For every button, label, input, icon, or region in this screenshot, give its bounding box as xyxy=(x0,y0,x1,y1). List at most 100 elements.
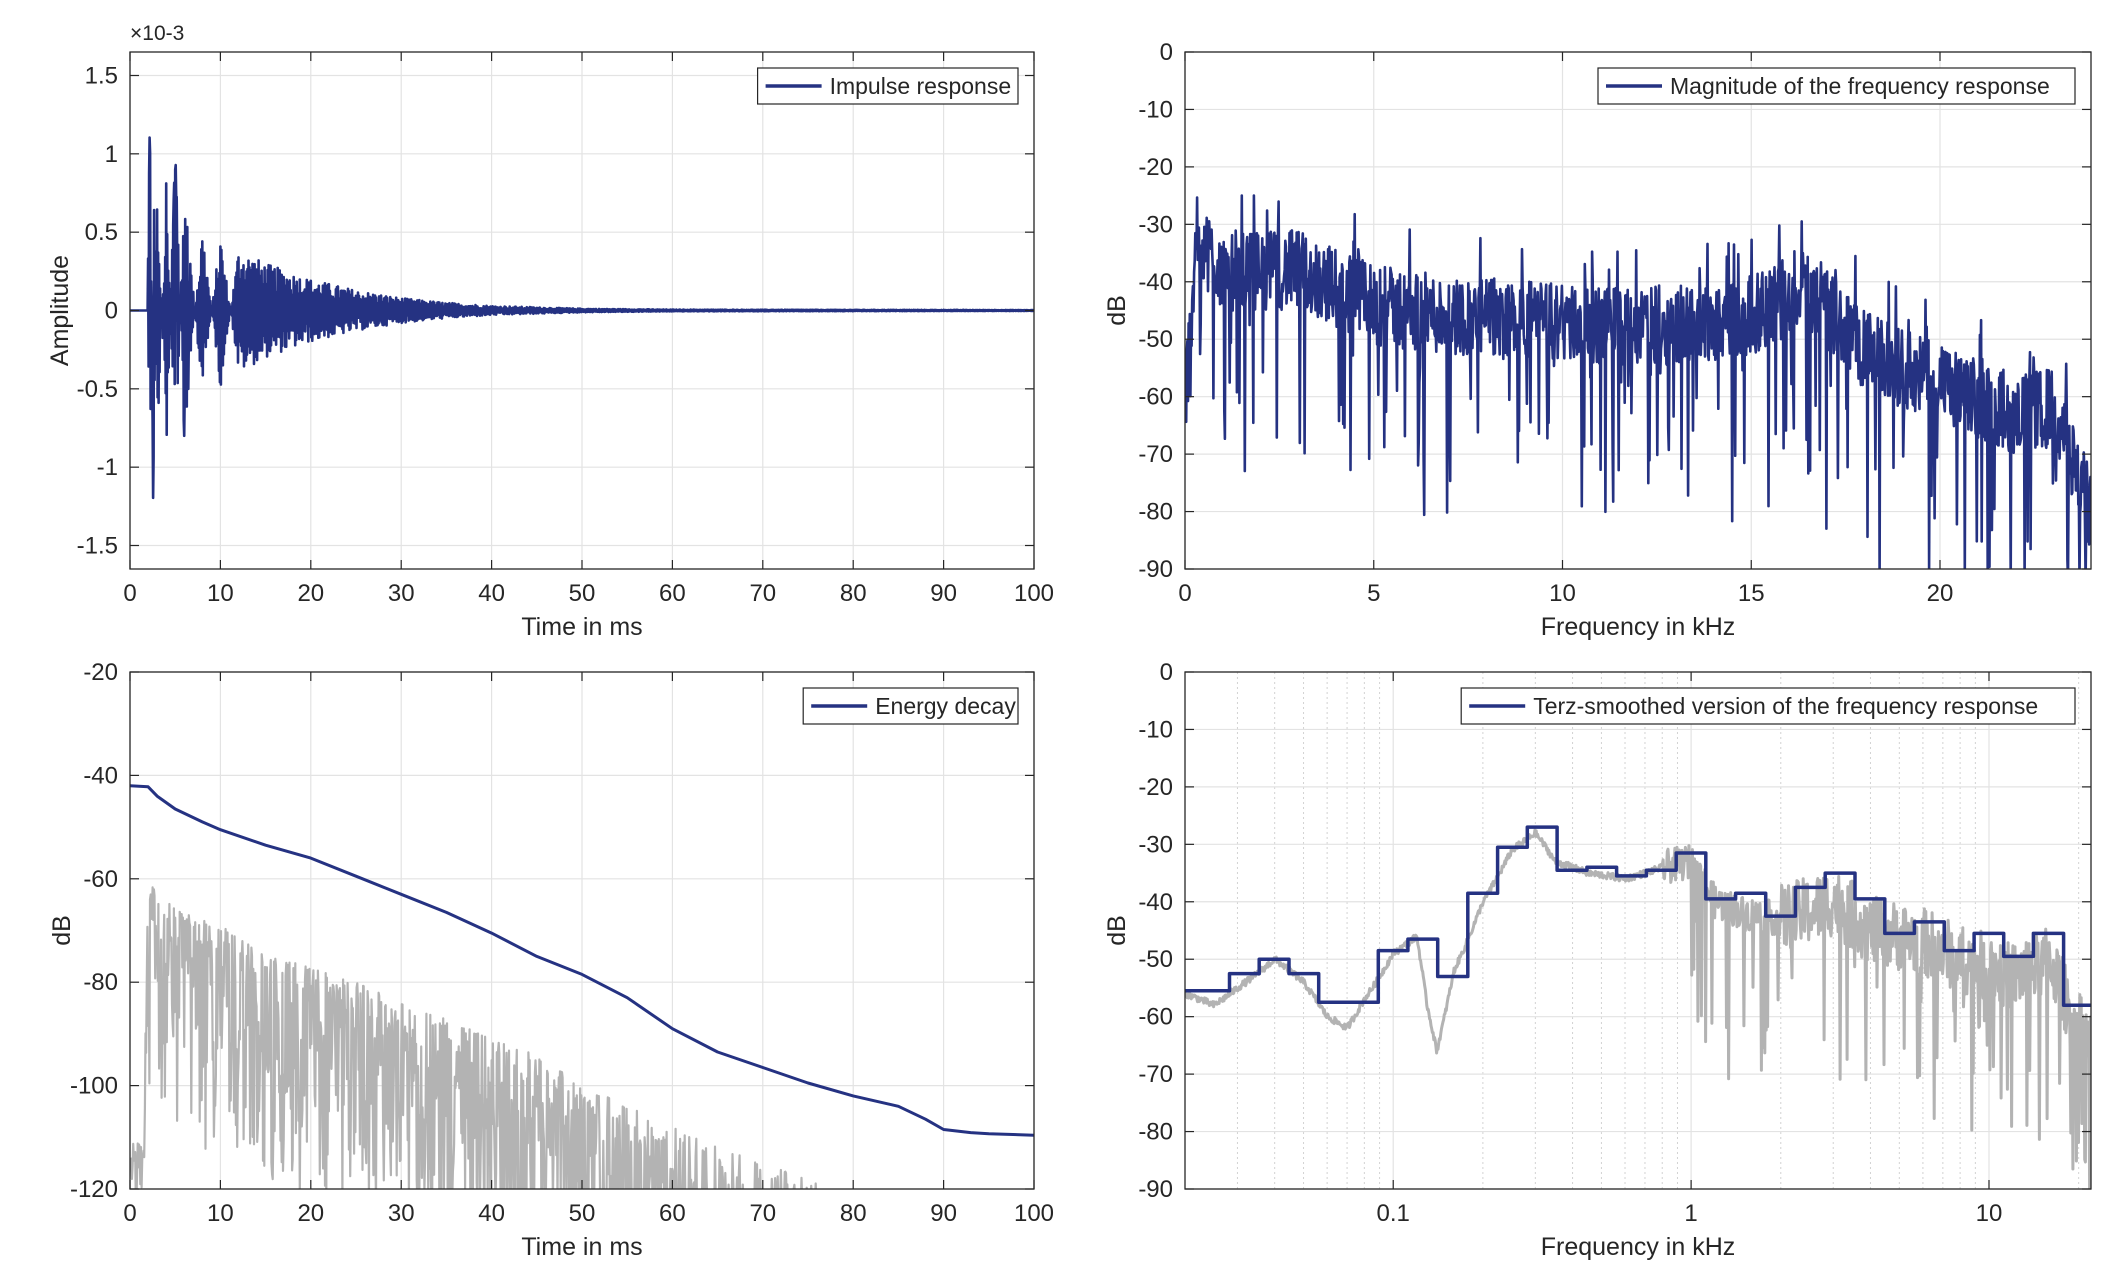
y-tick-label: -60 xyxy=(1138,384,1173,411)
y-tick-label: -70 xyxy=(1138,1061,1173,1088)
terz-x-label: Frequency in kHz xyxy=(1541,1233,1736,1261)
terz-grid xyxy=(1185,671,2091,1190)
terz-legend: Terz-smoothed version of the frequency r… xyxy=(1460,687,2076,725)
y-tick-label: 1 xyxy=(105,141,118,168)
terz-lines xyxy=(1185,825,2091,1189)
x-tick-label: 30 xyxy=(388,1200,415,1227)
y-tick-label: -50 xyxy=(1138,326,1173,353)
x-tick-label: 30 xyxy=(388,580,415,607)
y-tick-label: -1.5 xyxy=(77,533,118,560)
y-tick-label: -20 xyxy=(1138,774,1173,801)
plot-area xyxy=(1185,672,2091,1189)
x-tick-label: 70 xyxy=(749,580,776,607)
energy-x-ticks: 0 10 20 30 40 50 60 70 80 90 100 xyxy=(123,672,1054,1227)
y-tick-label: -40 xyxy=(1138,269,1173,296)
y-tick-label: -30 xyxy=(1138,211,1173,238)
x-tick-label: 10 xyxy=(1549,580,1576,607)
terz-x-ticks: 0.1 1 10 xyxy=(1377,672,2003,1227)
x-tick-label: 70 xyxy=(749,1200,776,1227)
terz-y-label: dB xyxy=(1103,915,1131,946)
magnitude-lines xyxy=(1185,194,2091,569)
x-tick-label: 100 xyxy=(1014,1200,1054,1227)
impulse-y-label: Amplitude xyxy=(46,255,74,366)
x-tick-label: 10 xyxy=(1976,1200,2003,1227)
x-tick-label: 15 xyxy=(1738,580,1765,607)
terz-legend-label: Terz-smoothed version of the frequency r… xyxy=(1533,693,2038,719)
magnitude-legend: Magnitude of the frequency response xyxy=(1597,67,2076,105)
x-tick-label: 20 xyxy=(297,1200,324,1227)
x-tick-label: 0 xyxy=(123,580,136,607)
energy-y-ticks: -120 -100 -80 -60 -40 -20 xyxy=(70,659,1034,1203)
magnitude-y-ticks: -90 -80 -70 -60 -50 -40 -30 -20 -10 0 xyxy=(1138,39,2091,583)
x-tick-label: 1 xyxy=(1684,1200,1697,1227)
y-tick-label: 0 xyxy=(1160,659,1173,686)
y-tick-label: -60 xyxy=(1138,1004,1173,1031)
magnitude-x-label: Frequency in kHz xyxy=(1541,613,1736,641)
terz-panel: 0.1 1 10 -90 -80 -70 -60 -50 -40 -30 -20 -10 0 Freq… xyxy=(1103,659,2092,1261)
x-tick-label: 0 xyxy=(1178,580,1191,607)
magnitude-x-ticks: 0 5 10 15 20 xyxy=(1178,52,1953,607)
y-tick-label: -80 xyxy=(83,969,118,996)
impulse-primary-series-line xyxy=(130,136,1034,500)
y-tick-label: -90 xyxy=(1138,556,1173,583)
x-tick-label: 40 xyxy=(478,1200,505,1227)
y-tick-label: -10 xyxy=(1138,96,1173,123)
x-tick-label: 80 xyxy=(840,1200,867,1227)
energy-legend-label: Energy decay xyxy=(875,693,1016,719)
energy-legend: Energy decay xyxy=(802,687,1019,725)
magnitude-legend-box xyxy=(1597,67,2076,105)
x-tick-label: 10 xyxy=(207,1200,234,1227)
x-tick-label: 90 xyxy=(930,580,957,607)
impulse-x-label: Time in ms xyxy=(521,613,642,641)
y-tick-label: -120 xyxy=(70,1176,118,1203)
energy-panel: 0 10 20 30 40 50 60 70 80 90 100 -120 -100 -80 -60 -40… xyxy=(48,659,1054,1261)
terz-primary-series-line xyxy=(1185,825,2091,1007)
x-tick-label: 100 xyxy=(1014,580,1054,607)
terz-axes-frame xyxy=(1184,671,2092,1190)
y-tick-label: 0 xyxy=(105,298,118,325)
x-tick-label: 90 xyxy=(930,1200,957,1227)
y-tick-label: -50 xyxy=(1138,946,1173,973)
y-tick-label: -20 xyxy=(1138,154,1173,181)
y-tick-label: -1 xyxy=(97,454,118,481)
x-tick-label: 60 xyxy=(659,580,686,607)
energy-primary-series-line xyxy=(130,784,1034,1137)
energy-x-label: Time in ms xyxy=(521,1233,642,1261)
impulse-legend: Impulse response xyxy=(756,67,1019,105)
x-tick-label: 10 xyxy=(207,580,234,607)
x-tick-label: 20 xyxy=(1927,580,1954,607)
x-tick-label: 50 xyxy=(569,1200,596,1227)
impulse-y-ticks: -1.5 -1 -0.5 0 0.5 1 1.5 xyxy=(77,63,1034,560)
impulse-legend-label: Impulse response xyxy=(830,73,1012,99)
y-tick-label: -70 xyxy=(1138,441,1173,468)
y-tick-label: -40 xyxy=(83,762,118,789)
y-tick-label: -60 xyxy=(83,866,118,893)
impulse-y-exponent: ×10-3 xyxy=(130,22,184,45)
impulse-panel: 0 10 20 30 40 50 60 70 80 90 100 -1.5 -1 -0.5 0 0.5 1 1.… xyxy=(46,22,1054,641)
magnitude-panel: 0 5 10 15 20 -90 -80 -70 -60 -50 -40 -30 -20 -10 0 Fr… xyxy=(1103,39,2092,641)
impulse-lines xyxy=(130,136,1034,500)
x-tick-label: 20 xyxy=(297,580,324,607)
y-tick-label: 0 xyxy=(1160,39,1173,66)
energy-lines xyxy=(130,784,1034,1189)
x-tick-label: 40 xyxy=(478,580,505,607)
energy-secondary-series-line xyxy=(130,886,827,1189)
magnitude-y-label: dB xyxy=(1103,295,1131,326)
y-tick-label: -30 xyxy=(1138,831,1173,858)
y-tick-label: -80 xyxy=(1138,1119,1173,1146)
x-tick-label: 0 xyxy=(123,1200,136,1227)
magnitude-primary-series-line xyxy=(1185,194,2091,569)
x-tick-label: 0.1 xyxy=(1377,1200,1410,1227)
y-tick-label: -90 xyxy=(1138,1176,1173,1203)
y-tick-label: -0.5 xyxy=(77,376,118,403)
x-tick-label: 60 xyxy=(659,1200,686,1227)
x-tick-label: 5 xyxy=(1367,580,1380,607)
y-tick-label: 0.5 xyxy=(85,219,118,246)
y-tick-label: -100 xyxy=(70,1073,118,1100)
magnitude-axes-frame xyxy=(1184,51,2092,570)
y-tick-label: 1.5 xyxy=(85,63,118,90)
y-tick-label: -40 xyxy=(1138,889,1173,916)
impulse-x-ticks: 0 10 20 30 40 50 60 70 80 90 100 xyxy=(123,52,1054,607)
magnitude-legend-label: Magnitude of the frequency response xyxy=(1670,73,2050,99)
